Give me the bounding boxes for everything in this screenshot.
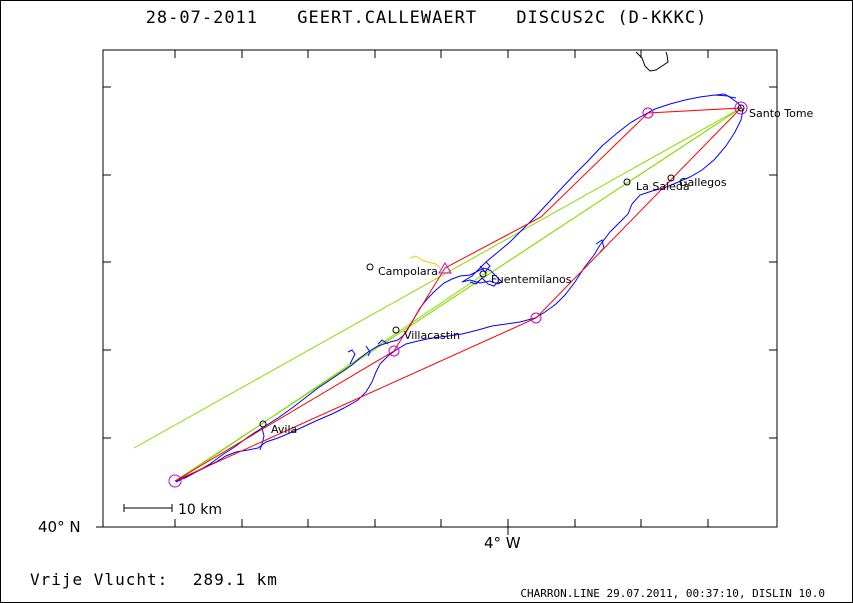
boundary-line [635,51,669,72]
flight-date: 28-07-2011 [145,8,259,28]
place-label-la-saleda: La Saleda [636,180,690,193]
latitude-label: 40° N [38,518,81,536]
glider-id: DISCUS2C (D-KKKC) [516,8,708,28]
turnpoint-marker [642,107,654,119]
start-track [409,255,441,269]
pilot-name: GEERT.CALLEWAERT [297,8,478,28]
distance-value: 289.1 km [192,570,278,589]
place-label-villacastin: Villacastin [404,329,460,342]
axis-ticks [96,50,777,535]
optimized-route [133,107,742,482]
task-route [174,107,743,482]
scale-bar-label: 10 km [178,502,222,518]
distance-summary: Vrije Vlucht: 289.1 km [30,570,292,589]
place-label-santo-tome: Santo Tome [749,107,814,120]
scale-bar [123,504,173,512]
place-label-avila: Avila [271,423,297,436]
turnpoint-marker [530,312,542,324]
place-label-gallegos: Gallegos [679,176,727,189]
software-credit: CHARRON.LINE 29.07.2011, 00:37:10, DISLI… [520,587,825,600]
turnpoints [168,101,748,488]
turnpoint-marker [168,474,182,488]
turnpoint-marker [438,262,452,274]
turnpoint-marker [734,101,748,115]
longitude-label: 4° W [484,534,521,552]
plot-border [102,49,778,528]
turnpoint-marker [388,345,400,357]
place-markers [259,104,745,428]
flight-title: 28-07-2011 GEERT.CALLEWAERT DISCUS2C (D-… [0,8,853,28]
place-label-campolara: Campolara [378,265,438,278]
gps-track-detail [259,93,737,451]
distance-label: Vrije Vlucht: [30,570,169,589]
place-label-fuentemilanos: Fuentemilanos [491,273,572,286]
gps-track [174,94,744,483]
